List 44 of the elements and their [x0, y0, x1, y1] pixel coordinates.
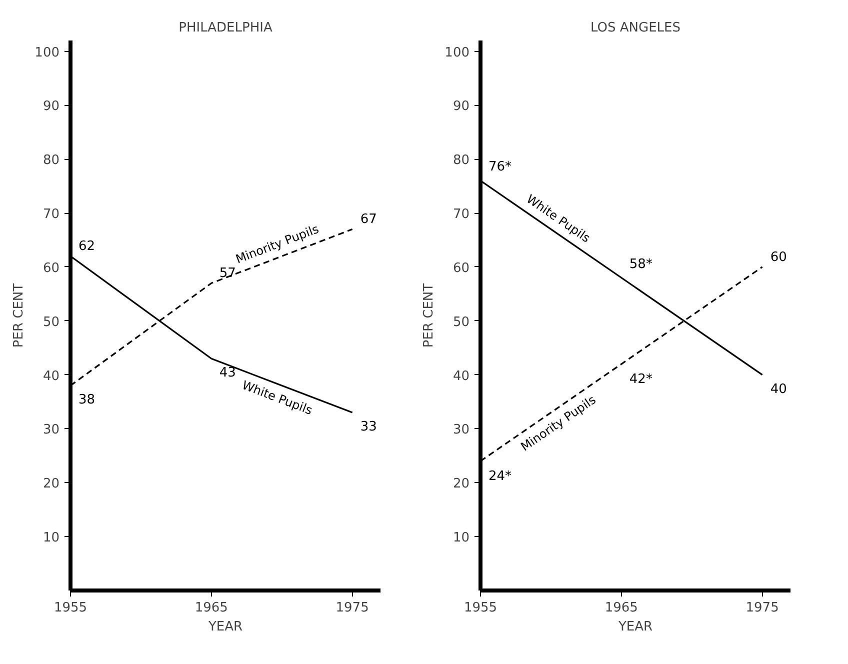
y-tick-label: 80 [452, 153, 470, 168]
y-tick-label: 40 [42, 368, 60, 384]
data-label: 58* [629, 256, 653, 272]
y-tick-label: 30 [452, 422, 470, 438]
data-label: 33 [360, 420, 377, 435]
y-tick-label: 50 [42, 314, 60, 330]
y-tick-label: 60 [452, 260, 470, 276]
x-tick-label: 1975 [336, 600, 369, 616]
y-tick-label: 10 [42, 530, 60, 546]
x-axis-title: YEAR [207, 620, 243, 634]
x-tick-label: 1955 [464, 600, 498, 616]
y-tick-label: 30 [42, 422, 60, 438]
data-label: 60 [770, 250, 787, 265]
y-tick-label: 70 [452, 207, 470, 222]
x-tick-label: 1955 [54, 600, 88, 616]
data-label: 38 [78, 392, 96, 408]
data-label: 40 [770, 382, 787, 397]
x-tick-label: 1965 [604, 600, 638, 616]
data-label: 67 [360, 212, 377, 228]
data-label: 62 [78, 239, 96, 254]
data-label: 42* [629, 372, 653, 388]
y-tick-label: 20 [42, 476, 60, 492]
y-tick-label: 40 [452, 368, 470, 384]
y-tick-label: 100 [444, 45, 470, 60]
data-label: 57 [219, 266, 236, 282]
y-tick-label: 100 [34, 45, 60, 60]
y-tick-label: 90 [42, 99, 60, 114]
y-axis-title: PER CENT [422, 283, 437, 348]
y-axis-title: PER CENT [12, 283, 27, 348]
y-tick-label: 50 [452, 314, 470, 330]
x-tick-label: 1965 [194, 600, 228, 616]
data-label: 76* [488, 160, 512, 175]
data-label: 24* [488, 469, 512, 484]
chart-title: PHILADELPHIA [178, 20, 272, 36]
y-tick-label: 60 [42, 260, 60, 276]
y-tick-label: 90 [452, 99, 470, 114]
y-tick-label: 80 [42, 153, 60, 168]
x-axis-title: YEAR [617, 620, 653, 634]
chart-title: LOS ANGELES [590, 20, 681, 36]
y-tick-label: 20 [452, 476, 470, 492]
data-label: 43 [219, 366, 236, 381]
x-tick-label: 1975 [746, 600, 779, 616]
y-tick-label: 70 [42, 207, 60, 222]
y-tick-label: 10 [452, 530, 470, 546]
